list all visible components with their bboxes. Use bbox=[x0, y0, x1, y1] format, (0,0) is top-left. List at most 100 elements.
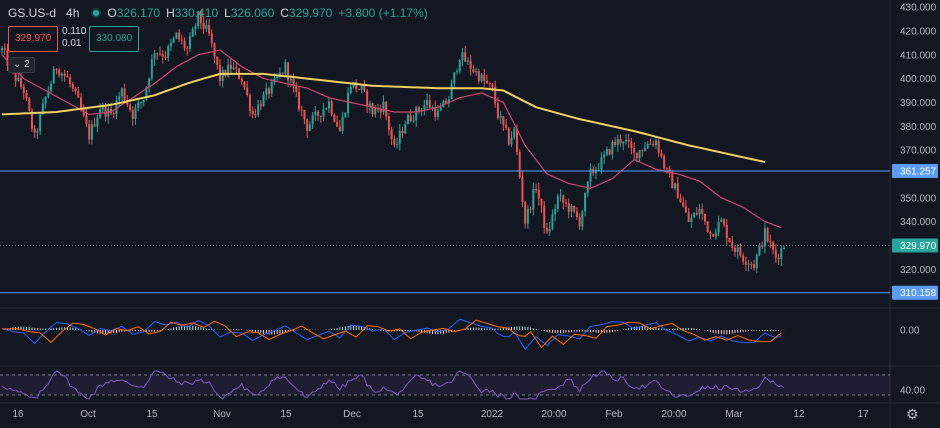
candle-body bbox=[551, 214, 554, 229]
candle-body bbox=[398, 130, 401, 144]
price-label-box bbox=[892, 285, 938, 300]
macd-line bbox=[1, 318, 782, 351]
candle-body bbox=[390, 129, 393, 139]
candle-body bbox=[603, 154, 606, 158]
candle-body bbox=[69, 77, 72, 84]
candle-body bbox=[232, 67, 235, 69]
candle-body bbox=[401, 130, 404, 134]
candle-body bbox=[385, 101, 388, 117]
candle-body bbox=[115, 100, 118, 115]
high-label: H bbox=[166, 6, 175, 20]
candle-body bbox=[270, 81, 273, 94]
buy-price-button[interactable]: 330.080 bbox=[89, 26, 140, 52]
candle-body bbox=[445, 100, 448, 104]
candle-body bbox=[235, 67, 238, 69]
symbol-name[interactable]: GS.US-d bbox=[8, 6, 57, 20]
candle-body bbox=[175, 32, 178, 39]
candle-body bbox=[3, 48, 6, 51]
candle-body bbox=[777, 257, 780, 260]
candle-body bbox=[347, 92, 350, 114]
gear-icon[interactable]: ⚙ bbox=[906, 406, 919, 422]
rsi-band bbox=[0, 375, 890, 395]
candle-body bbox=[300, 109, 303, 111]
candle-body bbox=[161, 54, 164, 57]
candle-body bbox=[330, 101, 333, 115]
candle-body bbox=[197, 11, 200, 27]
candle-body bbox=[58, 69, 61, 76]
candle-body bbox=[529, 208, 532, 210]
candle-body bbox=[469, 60, 472, 70]
candle-body bbox=[306, 119, 309, 131]
rsi-line bbox=[1, 370, 785, 400]
candle-body bbox=[295, 86, 298, 92]
candle-body bbox=[439, 107, 442, 111]
candle-body bbox=[338, 126, 341, 132]
spread-display: 0.110 0.01 bbox=[62, 26, 86, 50]
candle-body bbox=[633, 147, 636, 153]
time-tick-label: 12 bbox=[793, 409, 805, 420]
candle-body bbox=[578, 217, 581, 227]
candle-body bbox=[540, 198, 543, 206]
price-tick-label: 390.000 bbox=[900, 98, 937, 109]
candle-body bbox=[575, 211, 578, 218]
candle-body bbox=[567, 203, 570, 212]
candle-body bbox=[47, 91, 50, 97]
price-label-box bbox=[892, 238, 938, 253]
candle-body bbox=[319, 115, 322, 117]
candle-body bbox=[486, 80, 489, 84]
candle-body bbox=[202, 22, 205, 29]
candle-body bbox=[186, 48, 189, 50]
candle-body bbox=[728, 238, 731, 243]
candle-body bbox=[644, 148, 647, 151]
candle-body bbox=[66, 75, 69, 78]
candle-body bbox=[20, 77, 23, 87]
candle-body bbox=[573, 205, 576, 212]
candle-body bbox=[695, 212, 698, 215]
candle-body bbox=[404, 124, 407, 134]
candle-body bbox=[180, 39, 183, 41]
candle-body bbox=[139, 102, 142, 104]
candle-body bbox=[491, 83, 494, 88]
candle-body bbox=[1, 48, 3, 51]
open-value: 326.170 bbox=[116, 6, 161, 20]
time-tick-label: 20:00 bbox=[661, 409, 686, 420]
candle-body bbox=[461, 52, 464, 60]
candle-body bbox=[472, 69, 475, 72]
candle-body bbox=[690, 217, 693, 222]
indicators-toggle-button[interactable]: ⌄ 2 bbox=[8, 57, 35, 73]
macd-zero-label: 0.00 bbox=[900, 326, 920, 337]
candle-body bbox=[502, 116, 505, 125]
candle-body bbox=[36, 131, 39, 133]
price-tick-label: 420.000 bbox=[900, 26, 937, 37]
candle-body bbox=[268, 88, 271, 94]
candle-body bbox=[714, 232, 717, 237]
candle-body bbox=[684, 206, 687, 213]
candle-body bbox=[262, 94, 265, 107]
time-tick-label: 16 bbox=[12, 409, 24, 420]
timeframe-label[interactable]: 4h bbox=[66, 6, 80, 20]
candle-body bbox=[772, 242, 775, 250]
candle-body bbox=[742, 255, 745, 262]
sell-price-button[interactable]: 329.970 bbox=[8, 26, 59, 52]
candle-body bbox=[387, 116, 390, 130]
candle-body bbox=[172, 38, 175, 43]
candle-body bbox=[614, 141, 617, 146]
candle-body bbox=[450, 83, 453, 100]
candle-body bbox=[169, 42, 172, 47]
candle-body bbox=[499, 116, 502, 118]
price-label-box bbox=[892, 163, 938, 178]
candle-body bbox=[750, 263, 753, 265]
candle-body bbox=[379, 108, 382, 113]
close-label: C bbox=[280, 6, 289, 20]
candle-body bbox=[150, 59, 153, 79]
candle-body bbox=[303, 109, 306, 120]
candle-body bbox=[679, 198, 682, 203]
candle-body bbox=[676, 183, 679, 199]
candle-body bbox=[605, 149, 608, 155]
candle-body bbox=[276, 77, 279, 79]
candle-body bbox=[635, 152, 638, 159]
candle-body bbox=[159, 53, 162, 55]
candle-body bbox=[134, 107, 137, 119]
candle-body bbox=[314, 111, 317, 116]
